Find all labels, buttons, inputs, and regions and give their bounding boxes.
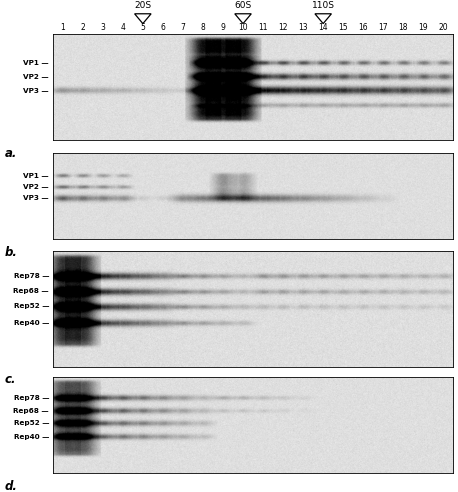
Text: 2: 2 bbox=[80, 24, 85, 32]
Text: 9: 9 bbox=[221, 24, 225, 32]
Text: VP3 —: VP3 — bbox=[23, 195, 49, 201]
Text: Rep40 —: Rep40 — bbox=[14, 320, 49, 326]
Text: VP3 —: VP3 — bbox=[23, 88, 49, 93]
Text: 20S: 20S bbox=[134, 1, 152, 10]
Text: 11: 11 bbox=[258, 24, 268, 32]
Text: 14: 14 bbox=[318, 24, 328, 32]
Text: c.: c. bbox=[5, 373, 16, 386]
Text: 110S: 110S bbox=[312, 1, 335, 10]
Text: VP2 —: VP2 — bbox=[23, 74, 49, 80]
Text: Rep40 —: Rep40 — bbox=[14, 434, 49, 440]
Text: 60S: 60S bbox=[234, 1, 251, 10]
Text: 17: 17 bbox=[378, 24, 388, 32]
Text: Rep68 —: Rep68 — bbox=[13, 408, 49, 414]
Text: VP2 —: VP2 — bbox=[23, 184, 49, 190]
Text: 4: 4 bbox=[120, 24, 125, 32]
Text: 18: 18 bbox=[398, 24, 408, 32]
Text: VP1 —: VP1 — bbox=[23, 60, 49, 66]
Text: 20: 20 bbox=[439, 24, 448, 32]
Text: 7: 7 bbox=[180, 24, 185, 32]
Text: 19: 19 bbox=[419, 24, 428, 32]
Text: 1: 1 bbox=[60, 24, 65, 32]
Text: 6: 6 bbox=[160, 24, 165, 32]
Text: a.: a. bbox=[5, 147, 17, 160]
Text: b.: b. bbox=[5, 246, 17, 258]
Text: Rep52 —: Rep52 — bbox=[13, 304, 49, 309]
Text: 15: 15 bbox=[338, 24, 348, 32]
Text: 3: 3 bbox=[100, 24, 105, 32]
Text: 16: 16 bbox=[359, 24, 368, 32]
Text: d.: d. bbox=[5, 480, 17, 492]
Text: 12: 12 bbox=[278, 24, 288, 32]
Text: 10: 10 bbox=[238, 24, 248, 32]
Text: Rep52 —: Rep52 — bbox=[13, 421, 49, 427]
Text: 13: 13 bbox=[298, 24, 308, 32]
Text: 5: 5 bbox=[141, 24, 145, 32]
Text: 8: 8 bbox=[201, 24, 205, 32]
Text: VP1 —: VP1 — bbox=[23, 173, 49, 179]
Text: Rep68 —: Rep68 — bbox=[13, 288, 49, 294]
Text: Rep78 —: Rep78 — bbox=[13, 274, 49, 279]
Text: Rep78 —: Rep78 — bbox=[13, 396, 49, 401]
